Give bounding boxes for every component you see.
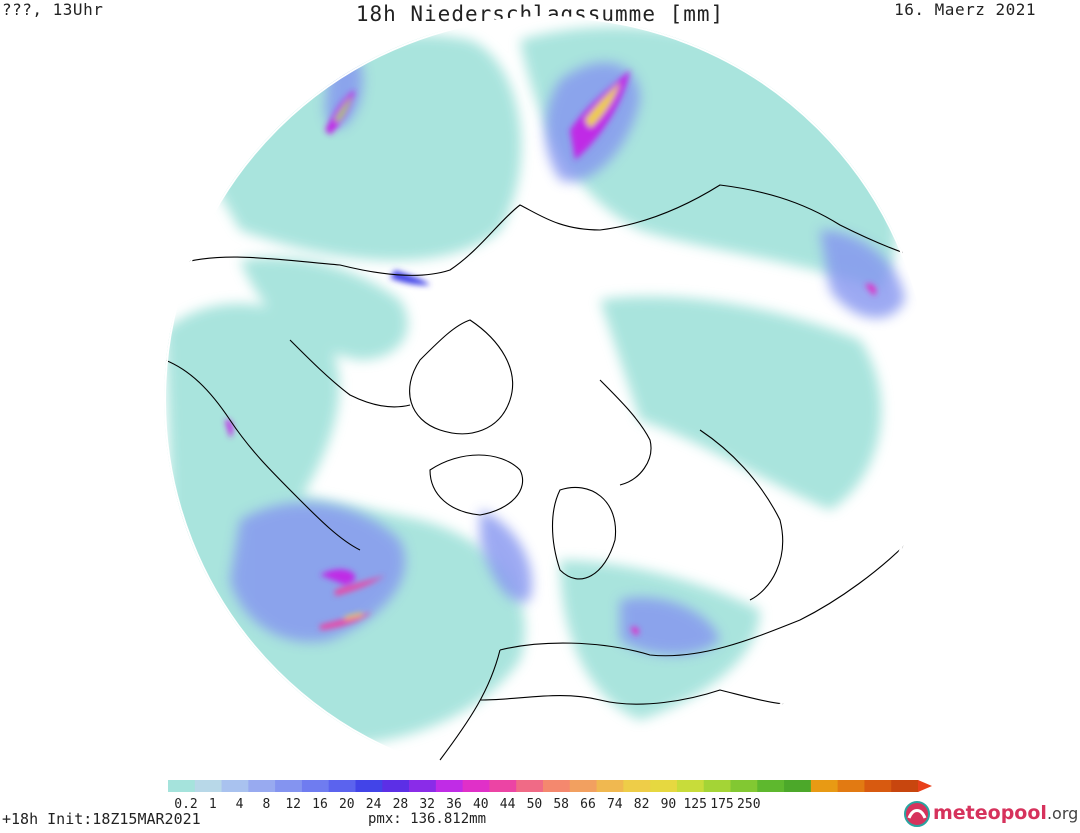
scale-tick-label: 58 — [553, 797, 570, 812]
scale-swatch — [810, 780, 839, 792]
scale-tick-label: 125 — [683, 797, 707, 812]
scale-tick-label: 12 — [285, 797, 302, 812]
scale-swatch — [891, 780, 919, 792]
meteopool-logo[interactable]: meteopool.org — [903, 800, 1078, 830]
scale-swatch — [275, 780, 303, 792]
scale-swatch — [703, 780, 731, 792]
precipitation-map — [164, 26, 911, 761]
valid-time-label: ???, 13Uhr — [2, 0, 104, 19]
scale-tick-label: 44 — [499, 797, 516, 812]
precip-heavy-cores — [225, 70, 877, 636]
date-label: 16. Maerz 2021 — [894, 0, 1036, 19]
scale-swatch — [489, 780, 517, 792]
scale-overflow-arrow — [918, 780, 932, 792]
scale-swatch — [248, 780, 276, 792]
scale-swatch — [328, 780, 356, 792]
scale-tick-label: 0.2 — [174, 797, 198, 812]
scale-swatch — [221, 780, 249, 792]
scale-tick-label: 175 — [710, 797, 734, 812]
scale-swatch — [168, 780, 196, 792]
scale-tick-label: 36 — [446, 797, 462, 812]
scale-swatch — [301, 780, 330, 792]
scale-tick-label: 74 — [606, 797, 623, 812]
logo-text: meteopool.org — [933, 802, 1079, 824]
scale-tick-label: 8 — [262, 797, 271, 812]
coastlines — [164, 184, 911, 761]
precip-moderate-areas — [230, 47, 905, 655]
scale-swatch — [462, 780, 490, 792]
scale-swatch — [382, 780, 410, 792]
scale-swatch — [730, 780, 758, 792]
scale-tick-label: 24 — [365, 797, 382, 812]
scale-swatch — [784, 780, 812, 792]
scale-tick-label: 250 — [737, 797, 761, 812]
scale-tick-label: 32 — [419, 797, 436, 812]
scale-swatch — [623, 780, 651, 792]
scale-swatch — [543, 780, 571, 792]
scale-tick-label: 66 — [580, 797, 596, 812]
scale-tick-label: 82 — [633, 797, 650, 812]
logo-globe-icon — [904, 801, 930, 827]
scale-swatch — [435, 780, 464, 792]
scale-tick-label: 40 — [472, 797, 489, 812]
init-time-label: +18h Init:18Z15MAR2021 — [2, 810, 201, 828]
color-scale-bar — [168, 780, 932, 792]
scale-swatch — [676, 780, 705, 792]
scale-swatch — [596, 780, 624, 792]
scale-swatch — [355, 780, 383, 792]
scale-swatch — [516, 780, 544, 792]
pmx-label: pmx: 136.812mm — [368, 811, 487, 827]
scale-swatch — [569, 780, 598, 792]
scale-tick-label: 50 — [526, 797, 543, 812]
scale-tick-label: 4 — [235, 797, 244, 812]
scale-tick-label: 1 — [208, 797, 217, 812]
scale-tick-label: 28 — [392, 797, 409, 812]
scale-swatch — [837, 780, 865, 792]
scale-tick-label: 90 — [660, 797, 677, 812]
scale-tick-label: 20 — [338, 797, 355, 812]
scale-swatch — [864, 780, 892, 792]
scale-swatch — [409, 780, 437, 792]
scale-swatch — [194, 780, 223, 792]
scale-swatch — [650, 780, 678, 792]
scale-swatch — [757, 780, 785, 792]
scale-tick-label: 16 — [312, 797, 328, 812]
